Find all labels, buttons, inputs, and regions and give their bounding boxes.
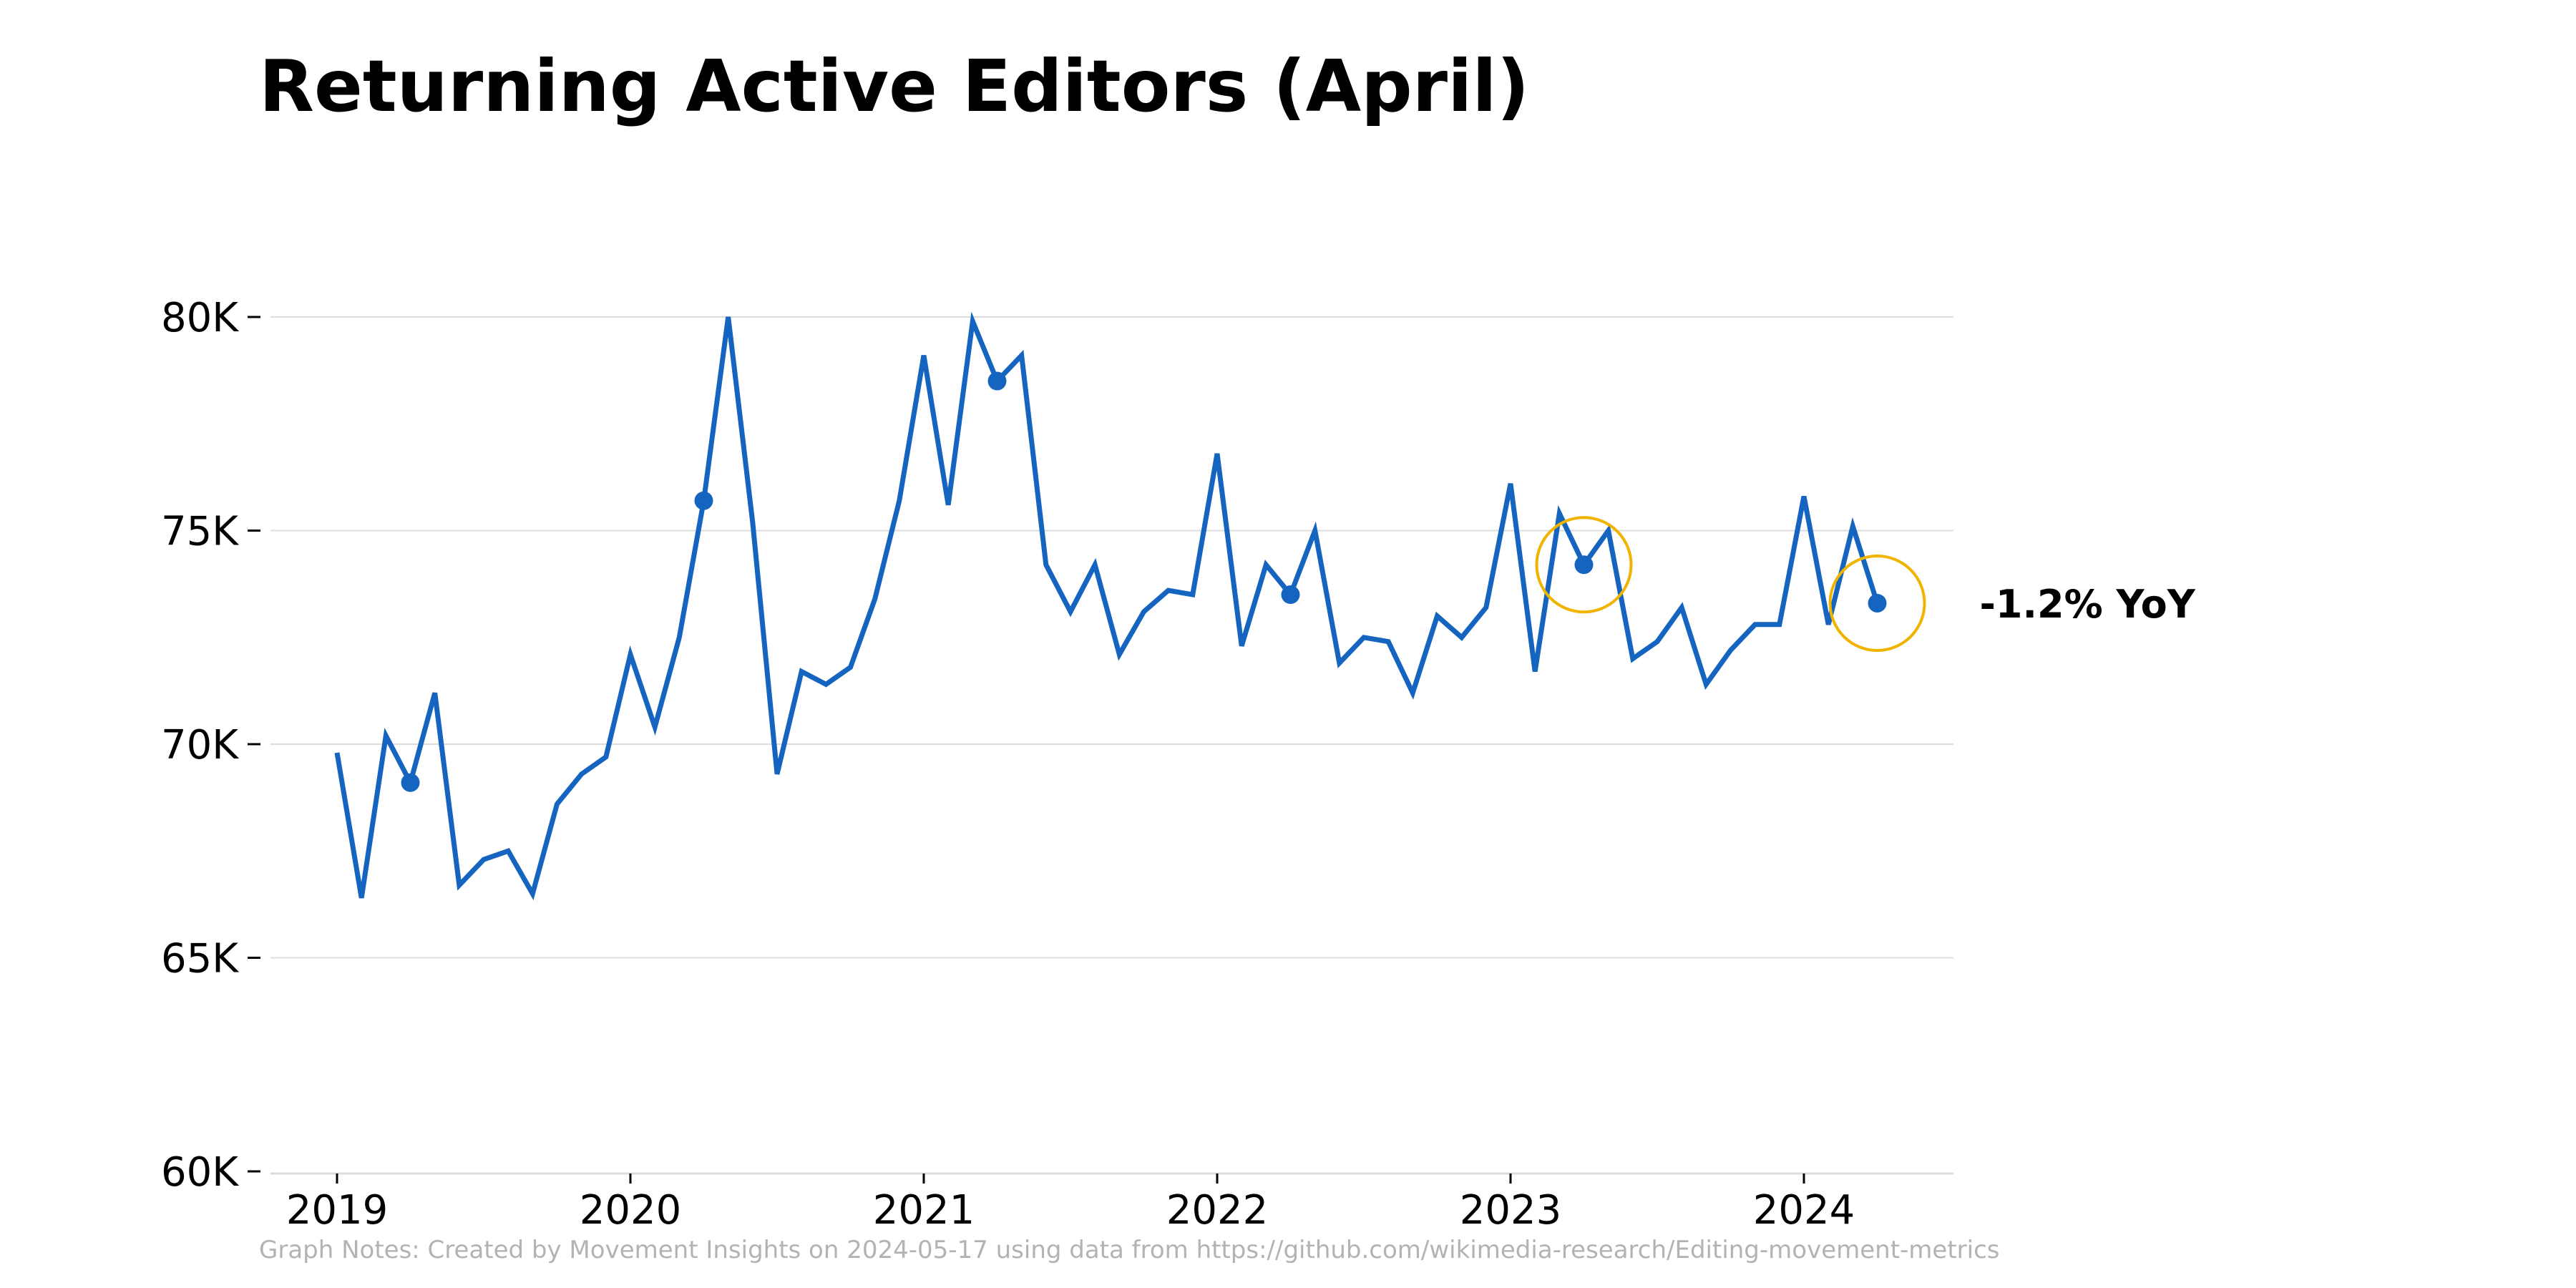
x-tick-label: 2019 [286,1187,389,1234]
chart-title: Returning Active Editors (April) [259,44,1530,128]
highlight-ring [1535,516,1633,614]
highlight-point [1868,593,1887,613]
x-tick-label: 2021 [873,1187,975,1234]
highlight-point [401,773,420,792]
highlight-point [1281,585,1300,605]
x-tick-label: 2024 [1753,1187,1855,1234]
highlight-point [694,491,713,510]
y-tick-label: 70K [161,722,239,769]
x-tick-label: 2020 [580,1187,682,1234]
series-line [334,311,1880,901]
x-tick-label: 2022 [1166,1187,1269,1234]
y-tick-label: 60K [161,1149,239,1196]
highlight-point [1574,555,1594,575]
highlight-point [987,371,1007,391]
axes: 60K 65K 70K 75K 80K 2019 2020 2021 2022 2023 2024 [161,295,1953,1234]
y-tick-label: 75K [161,509,239,555]
highlight-ring [1828,554,1926,652]
y-tick-label: 65K [161,936,239,982]
graph-notes: Graph Notes: Created by Movement Insight… [259,1236,2000,1264]
x-tick-label: 2023 [1460,1187,1562,1234]
grid-lines [270,316,1953,959]
yoy-annotation: -1.2% YoY [1980,582,2196,627]
highlight-points [401,371,1926,792]
series-layer [334,311,1880,901]
annotations: -1.2% YoY [1980,582,2196,627]
y-tick-label: 80K [161,295,239,341]
